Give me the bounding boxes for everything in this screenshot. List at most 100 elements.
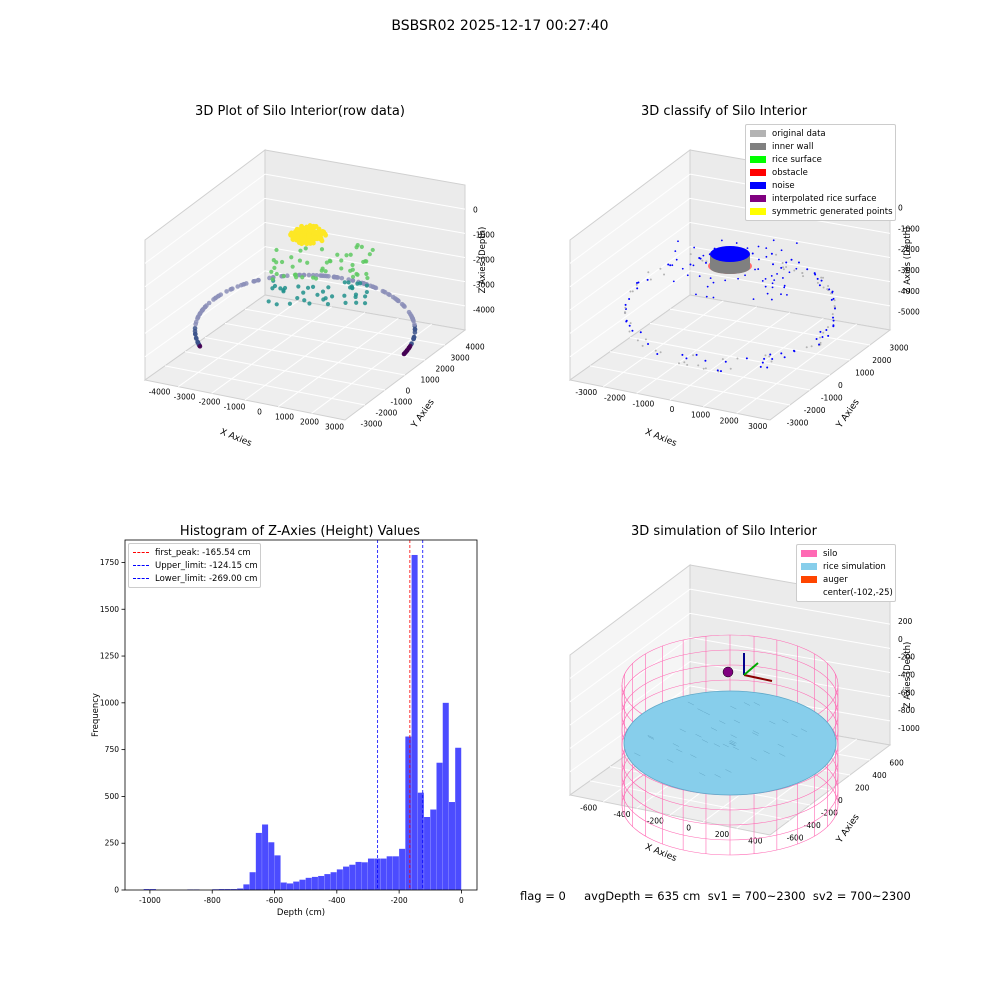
data-point [285, 273, 290, 279]
histogram-bar [262, 824, 269, 890]
noise-point [806, 268, 809, 271]
noise-point [705, 295, 708, 298]
data-point [326, 285, 331, 290]
legend-swatch [133, 565, 149, 566]
rice-mesh [713, 743, 720, 747]
legend-swatch [750, 143, 766, 150]
grid-line [144, 197, 266, 288]
classified-points [624, 239, 836, 373]
classify-3d-plot[interactable]: -3000 -2000 -1000 0 1000 2000 3000 -3000 -2000 -1… [560, 130, 920, 460]
noise-point [795, 267, 798, 270]
noise-point [780, 266, 783, 269]
noise-point [706, 285, 709, 288]
data-point [346, 280, 351, 285]
data-point [359, 244, 364, 249]
y-tick-label: -400 [804, 821, 821, 830]
noise-point [686, 274, 689, 277]
data-point [300, 237, 306, 242]
grid-line [689, 637, 891, 673]
data-point [224, 289, 229, 294]
z-tick-label: -4000 [473, 306, 495, 315]
noise-point [704, 359, 707, 362]
histogram-chart[interactable]: -1000 -800 -600 -400 -200 0 0 250 500 750 1000 1250… [80, 535, 490, 920]
legend-item: silo [797, 547, 895, 560]
data-point [364, 283, 369, 288]
data-point [394, 297, 400, 303]
z-tick-label: -1000 [898, 224, 920, 233]
noise-point [649, 278, 652, 281]
x-tick-label: 1000 [691, 411, 710, 420]
noise-point [681, 353, 684, 356]
x-tick-label: -1000 [224, 403, 246, 412]
legend-label: center(-102,-25) [823, 587, 893, 598]
rice-mesh [667, 759, 674, 763]
y-tick-label: -1000 [821, 394, 843, 403]
histogram-bar [355, 861, 362, 890]
noise-point [822, 286, 825, 289]
data-point [370, 247, 375, 253]
noise-point [832, 316, 835, 319]
noise-point [772, 239, 775, 242]
y-tick-label: -1000 [391, 398, 413, 407]
data-point [364, 259, 369, 264]
legend-label: symmetric generated points [772, 206, 893, 217]
noise-point [825, 328, 828, 331]
legend-item: center(-102,-25) [797, 586, 895, 599]
data-point [387, 292, 392, 298]
noise-point [698, 275, 701, 278]
data-point [195, 339, 200, 345]
legend-item: rice surface [746, 153, 895, 166]
noise-point [729, 367, 732, 370]
legend-label: noise [772, 180, 795, 191]
center-axis-y [743, 662, 759, 676]
noise-point [629, 322, 632, 325]
data-point [354, 245, 359, 250]
noise-point [827, 334, 830, 337]
data-point [310, 275, 316, 280]
histogram-bar [218, 889, 225, 890]
rice-mesh [676, 748, 683, 753]
noise-point [820, 276, 823, 279]
z-tick-label: -3000 [473, 281, 495, 290]
data-point [292, 272, 298, 277]
noise-point [663, 273, 666, 276]
legend-item: obstacle [746, 166, 895, 179]
data-point [353, 294, 358, 300]
data-point [278, 286, 283, 291]
legend-swatch [750, 208, 766, 215]
noise-point [832, 325, 835, 328]
noise-point [780, 249, 783, 252]
data-point [296, 284, 301, 289]
stats-line: flag = 0 avgDepth = 635 cm sv1 = 700~230… [520, 889, 911, 903]
x-tick-label: 1000 [275, 413, 294, 422]
histogram-bar [374, 858, 381, 890]
histogram-bar [380, 858, 387, 890]
grid-line [264, 246, 466, 283]
noise-point [702, 367, 705, 370]
data-point [335, 252, 340, 257]
x-tick-label: 0 [686, 823, 691, 832]
noise-point [790, 258, 793, 261]
histogram-bar [255, 832, 262, 890]
data-point [281, 273, 286, 279]
data-point [319, 229, 325, 235]
data-point [403, 349, 409, 354]
data-point [412, 322, 417, 327]
data-point [235, 284, 241, 289]
x-tick-label: -600 [580, 803, 597, 812]
y-axis-label: Y Axies [834, 812, 862, 845]
x-axis-label: X Axies [643, 842, 678, 864]
grid-line [144, 173, 266, 264]
data-point [327, 258, 332, 263]
legend-label: Upper_limit: -124.15 cm [155, 560, 258, 571]
y-axis-label: Frequency [91, 693, 101, 737]
data-point [294, 226, 300, 232]
noise-point [631, 329, 634, 332]
noise-point [766, 292, 769, 295]
rice-mesh [732, 746, 739, 750]
data-point [305, 260, 310, 265]
data-point [302, 298, 307, 303]
y-tick-label: 2000 [872, 356, 891, 365]
